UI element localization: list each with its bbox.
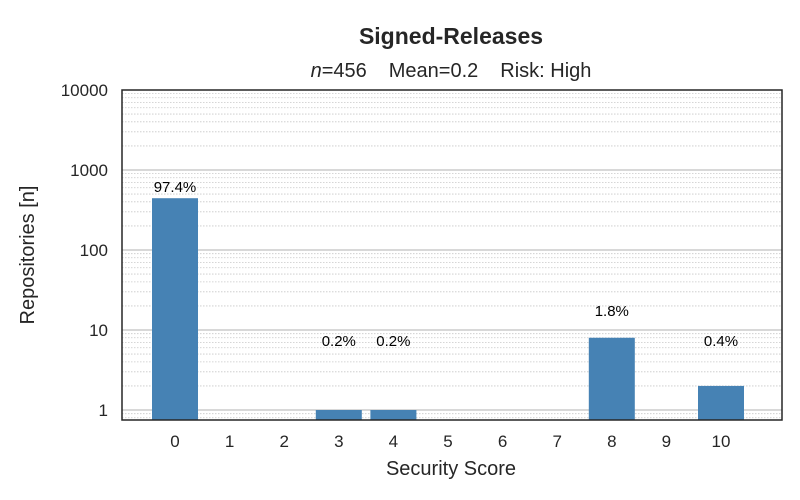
bar-score-0	[152, 198, 198, 420]
bar-value-label: 0.2%	[322, 333, 356, 350]
x-tick-label: 1	[225, 432, 234, 451]
x-axis-label: Security Score	[386, 458, 516, 480]
x-tick-label: 8	[607, 432, 616, 451]
y-tick-label: 10	[89, 321, 108, 340]
x-tick-label: 6	[498, 432, 507, 451]
y-tick-label: 10000	[61, 81, 108, 100]
y-tick-label: 1000	[70, 161, 108, 180]
chart-title: Signed-Releases	[359, 23, 543, 49]
x-tick-label: 10	[712, 432, 731, 451]
bars	[152, 198, 744, 420]
y-axis-ticks: 1 10 100 1000 10000	[61, 81, 108, 420]
y-axis-label: Repositories [n]	[17, 186, 39, 325]
x-tick-label: 9	[662, 432, 671, 451]
bar-score-4	[370, 410, 417, 420]
x-tick-label: 7	[552, 432, 561, 451]
data-labels: 97.4% 0.2% 0.2% 1.8% 0.4%	[154, 179, 738, 350]
y-tick-label: 1	[99, 401, 108, 420]
bar-value-label: 97.4%	[154, 179, 197, 196]
bar-value-label: 1.8%	[595, 303, 629, 320]
bar-score-3	[315, 410, 362, 420]
grid-lines	[122, 93, 782, 419]
x-tick-label: 0	[170, 432, 179, 451]
x-tick-label: 3	[334, 432, 343, 451]
x-tick-label: 2	[279, 432, 288, 451]
bar-value-label: 0.4%	[704, 333, 738, 350]
x-tick-label: 4	[389, 432, 398, 451]
y-tick-label: 100	[80, 241, 108, 260]
bar-score-10	[698, 385, 744, 420]
plot-area-frame	[121, 89, 783, 421]
bar-score-8	[588, 337, 635, 420]
chart-subtitle: n=456 Mean=0.2 Risk: High	[311, 60, 592, 82]
subtitle-risk: Risk: High	[500, 60, 591, 82]
x-tick-label: 5	[443, 432, 452, 451]
subtitle-n-value: =456	[322, 60, 367, 82]
subtitle-n-symbol: n	[311, 60, 322, 82]
subtitle-mean: Mean=0.2	[389, 60, 479, 82]
bar-value-label: 0.2%	[376, 333, 410, 350]
x-axis-ticks: 0 1 2 3 4 5 6 7 8 9 10	[170, 432, 730, 451]
